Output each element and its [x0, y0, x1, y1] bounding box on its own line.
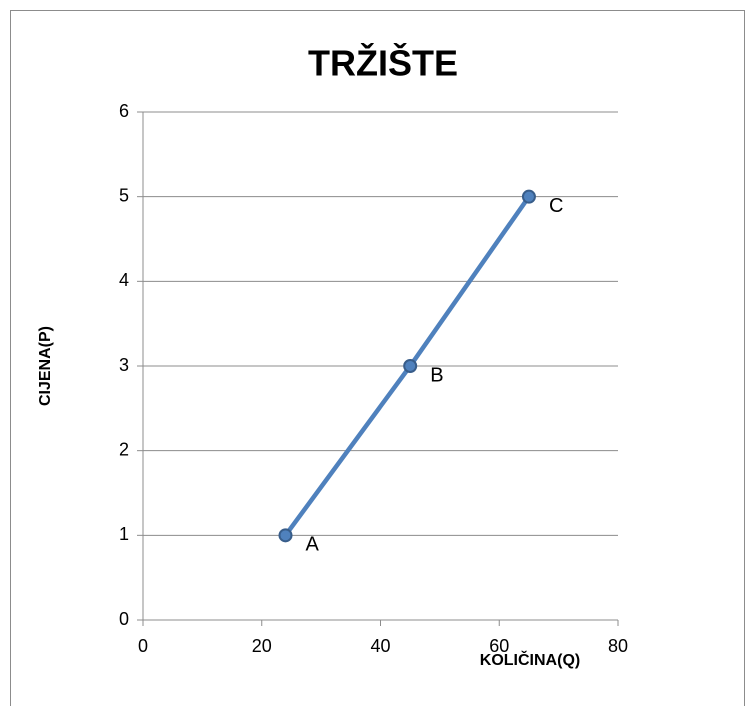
data-point — [403, 359, 418, 373]
y-tick-label: 4 — [119, 270, 129, 290]
y-axis-title: CIJENA(P) — [37, 326, 54, 406]
point-label: A — [306, 534, 320, 556]
y-tick-label: 0 — [119, 609, 129, 629]
data-point — [278, 528, 293, 543]
point-label: B — [430, 364, 443, 386]
x-axis-title: KOLIČINA(Q) — [480, 650, 580, 669]
y-tick-label: 3 — [119, 355, 129, 375]
data-point — [521, 189, 536, 204]
point-label: C — [549, 195, 563, 217]
x-tick-label: 80 — [608, 636, 628, 656]
x-tick-label: 40 — [370, 636, 390, 656]
chart-frame — [10, 10, 745, 706]
chart-title: TRŽIŠTE — [308, 42, 458, 84]
x-tick-label: 60 — [489, 636, 509, 656]
x-tick-label: 20 — [252, 636, 272, 656]
x-tick-label: 0 — [138, 636, 148, 656]
y-tick-label: 5 — [119, 185, 129, 205]
y-tick-label: 6 — [119, 101, 129, 121]
y-tick-label: 1 — [119, 524, 129, 544]
y-tick-label: 2 — [119, 439, 129, 459]
